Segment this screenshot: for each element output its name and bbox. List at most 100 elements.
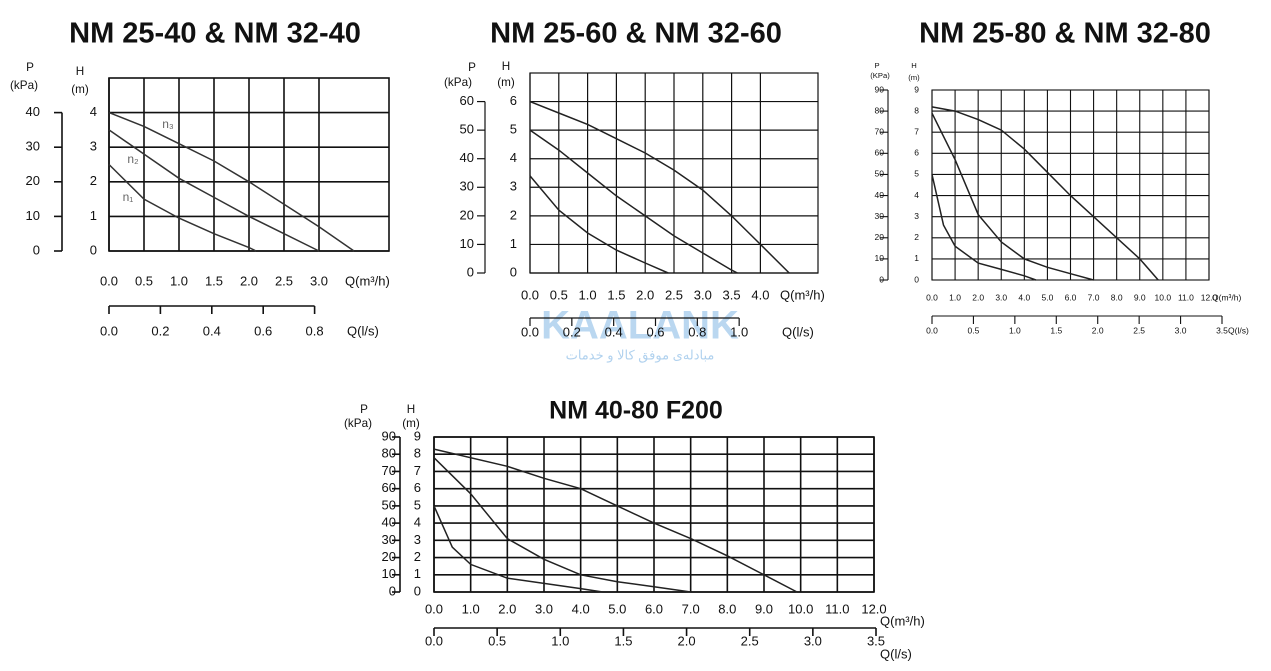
y2-tick-label: 50 (460, 122, 474, 137)
y2-tick-label: 20 (382, 549, 396, 564)
y2-tick-label: 40 (26, 104, 40, 119)
y-tick-label: 9 (914, 84, 919, 94)
y2-tick-label: 0 (879, 274, 884, 284)
x-tick-label: 3.0 (995, 292, 1007, 302)
y2-tick-label: 20 (875, 232, 885, 242)
pump-curve (433, 505, 603, 593)
y-tick-label: 0 (414, 583, 421, 598)
x-tick-label: 0.5 (135, 273, 153, 288)
y2-tick-label: 20 (26, 173, 40, 188)
chart-title: NM 25-80 & NM 32-80 (919, 18, 1211, 50)
y2-axis-unit: (KPa) (870, 71, 890, 80)
chart-title: NM 25-60 & NM 32-60 (490, 18, 782, 50)
x-axis-label: Q(m³/h) (1212, 292, 1241, 302)
x-tick-label: 1.0 (579, 287, 597, 302)
y2-tick-label: 30 (875, 211, 885, 221)
x2-tick-label: 3.5 (867, 633, 885, 648)
curve-label: n₁ (123, 190, 134, 204)
y2-tick-label: 50 (875, 169, 885, 179)
y2-axis-unit: (kPa) (10, 79, 38, 92)
pump-curve (529, 175, 669, 274)
y2-tick-label: 40 (875, 190, 885, 200)
x-tick-label: 5.0 (608, 601, 626, 616)
y-tick-label: 3 (90, 139, 97, 154)
x2-axis-label: Q(l/s) (1228, 325, 1249, 335)
y-tick-label: 8 (414, 446, 421, 461)
y-tick-label: 1 (914, 253, 919, 263)
y-tick-label: 8 (914, 105, 919, 115)
x2-tick-label: 0.2 (151, 323, 169, 338)
y-tick-label: 4 (914, 190, 919, 200)
y-tick-label: 5 (414, 497, 421, 512)
y-tick-label: 3 (510, 179, 517, 194)
curve-label: n₂ (127, 152, 139, 166)
pump-curve (529, 100, 790, 274)
y-tick-label: 9 (414, 428, 421, 443)
x2-tick-label: 2.0 (1092, 325, 1104, 335)
y-tick-label: 0 (914, 274, 919, 284)
y-axis-unit: (m) (71, 83, 89, 96)
y-tick-label: 4 (90, 104, 97, 119)
x2-tick-label: 0.5 (968, 325, 980, 335)
y-tick-label: 3 (414, 532, 421, 547)
y-tick-label: 2 (90, 173, 97, 188)
x2-tick-label: 0.8 (688, 324, 706, 339)
pump-curve (108, 111, 355, 252)
y2-tick-label: 0 (467, 264, 474, 279)
x-tick-label: 6.0 (1065, 292, 1077, 302)
y2-axis-label: P (26, 61, 34, 74)
watermark: KAALANK (541, 304, 739, 348)
x-axis-label: Q(m³/h) (780, 287, 825, 302)
y-axis-unit: (m) (402, 417, 420, 430)
y2-tick-label: 40 (382, 515, 396, 530)
curve-label: n₃ (162, 117, 174, 131)
y-axis-label: H (911, 61, 917, 70)
y-tick-label: 1 (90, 208, 97, 223)
y-tick-label: 6 (510, 93, 517, 108)
y2-tick-label: 10 (460, 236, 474, 251)
y-tick-label: 5 (914, 169, 919, 179)
y2-tick-label: 10 (875, 253, 885, 263)
y-axis-label: H (407, 403, 415, 416)
y2-tick-label: 0 (33, 242, 40, 257)
x2-tick-label: 0.4 (203, 323, 221, 338)
x2-tick-label: 1.5 (1050, 325, 1062, 335)
x2-tick-label: 0.0 (926, 325, 938, 335)
pump-curve (529, 129, 738, 274)
y-tick-label: 6 (414, 480, 421, 495)
x2-tick-label: 0.6 (646, 324, 664, 339)
x2-axis-label: Q(l/s) (880, 646, 912, 661)
pump-curve (931, 112, 1094, 281)
pump-curve (433, 448, 798, 593)
x2-tick-label: 3.5 (1216, 325, 1228, 335)
x2-tick-label: 3.0 (1175, 325, 1187, 335)
pump-curve (108, 129, 320, 252)
y2-tick-label: 90 (382, 428, 396, 443)
pump-curve (433, 457, 691, 593)
x-tick-label: 1.5 (607, 287, 625, 302)
y2-tick-label: 60 (460, 93, 474, 108)
x-tick-label: 2.5 (665, 287, 683, 302)
x-tick-label: 1.5 (205, 273, 223, 288)
y-axis-unit: (m) (908, 73, 920, 82)
y2-tick-label: 70 (382, 463, 396, 478)
x2-tick-label: 0.0 (100, 323, 118, 338)
x2-tick-label: 0.8 (306, 323, 324, 338)
x-tick-label: 4.0 (751, 287, 769, 302)
x2-tick-label: 1.0 (1009, 325, 1021, 335)
x-tick-label: 1.0 (462, 601, 480, 616)
x2-tick-label: 0.6 (254, 323, 272, 338)
x-tick-label: 10.0 (788, 601, 813, 616)
y-tick-label: 4 (510, 150, 517, 165)
x-tick-label: 8.0 (1111, 292, 1123, 302)
x2-tick-label: 0.4 (605, 324, 623, 339)
y2-tick-label: 20 (460, 207, 474, 222)
x-tick-label: 3.0 (694, 287, 712, 302)
chart-title: NM 25-40 & NM 32-40 (69, 18, 361, 50)
y-tick-label: 4 (414, 515, 421, 530)
x-tick-label: 2.0 (972, 292, 984, 302)
y2-tick-label: 60 (382, 480, 396, 495)
x-tick-label: 0.5 (550, 287, 568, 302)
y-tick-label: 2 (414, 549, 421, 564)
